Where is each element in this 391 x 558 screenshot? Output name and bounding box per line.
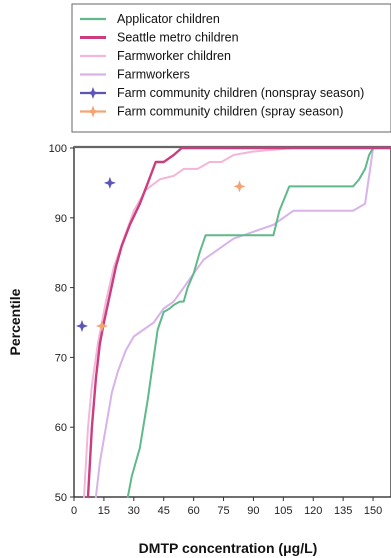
legend-label-seattle-metro-children: Seattle metro children — [117, 31, 239, 45]
y-tick-label: 60 — [55, 422, 67, 434]
x-tick-label: 75 — [217, 505, 229, 517]
y-tick-label: 70 — [55, 352, 67, 364]
x-tick-label: 30 — [128, 505, 140, 517]
x-tick-label: 15 — [98, 505, 110, 517]
plot-frame — [73, 146, 391, 498]
legend-label-applicator-children: Applicator children — [117, 12, 220, 26]
legend-label-farm-community-children-nonspray-season: Farm community children (nonspray season… — [117, 86, 364, 100]
marker-farm-community-children-spray-season — [233, 180, 246, 193]
x-tick-label: 90 — [247, 505, 259, 517]
x-tick-label: 0 — [71, 505, 77, 517]
x-tick-label: 120 — [304, 505, 322, 517]
marker-farm-community-children-spray-season-v — [237, 180, 242, 193]
legend-frame — [71, 3, 391, 133]
marker-farm-community-children-spray-season — [95, 319, 108, 332]
legend-label-farmworker-children: Farmworker children — [117, 49, 231, 63]
x-tick-label: 150 — [364, 505, 382, 517]
legend: Applicator children Seattle metro childre… — [71, 3, 391, 133]
marker-farm-community-children-nonspray-season — [75, 319, 88, 332]
x-axis-label: DMTP concentration (μg/L) — [139, 540, 318, 556]
marker-farm-community-children-spray-season-v — [99, 319, 105, 332]
x-tick-label: 45 — [158, 505, 170, 517]
y-tick-label: 50 — [55, 492, 67, 504]
legend-label-farm-community-children-spray-season: Farm community children (spray season) — [117, 105, 343, 119]
series-line-applicator-children — [126, 147, 391, 498]
x-tick-label: 105 — [274, 505, 292, 517]
legend-marker-farm-community-children-nonspray-season-v — [90, 87, 96, 99]
series-line-seattle-metro-children — [86, 146, 391, 499]
y-tick-label: 80 — [55, 283, 67, 295]
series-layer — [83, 146, 391, 499]
legend-marker-farm-community-children-spray-season — [87, 105, 99, 118]
y-axis-label: Percentile — [7, 288, 23, 355]
legend-label-farmworkers: Farmworkers — [117, 68, 190, 82]
marker-farm-community-children-nonspray-season — [103, 176, 116, 189]
y-tick-label: 90 — [55, 213, 67, 225]
series-line-farmworker-children — [83, 147, 391, 498]
y-tick-label: 100 — [49, 143, 67, 155]
x-tick-label: 60 — [187, 505, 199, 517]
x-tick-label: 135 — [334, 505, 352, 517]
marker-layer — [75, 176, 246, 332]
marker-farm-community-children-nonspray-season-v — [79, 319, 85, 332]
legend-marker-farm-community-children-spray-season-v — [90, 105, 96, 118]
axes: 0 15 30 45 60 75 90 105 120 135 150 50 60 70 80 90 100 — [49, 143, 383, 517]
marker-farm-community-children-nonspray-season-v — [107, 176, 113, 189]
legend-marker-farm-community-children-nonspray-season — [87, 87, 99, 99]
